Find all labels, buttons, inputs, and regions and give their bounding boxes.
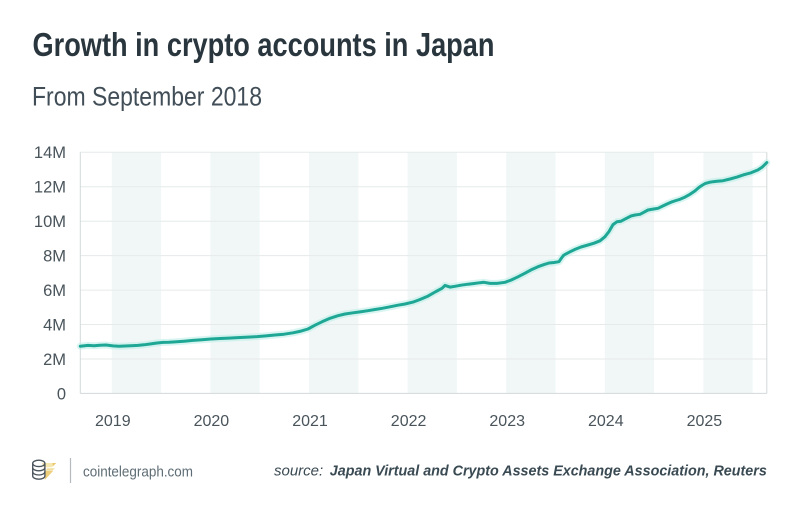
svg-text:2021: 2021 — [292, 413, 328, 430]
svg-text:10M: 10M — [34, 213, 66, 231]
svg-text:Japan Virtual and Crypto Asset: Japan Virtual and Crypto Assets Exchange… — [330, 463, 767, 480]
svg-text:From September 2018: From September 2018 — [32, 81, 262, 111]
svg-text:8M: 8M — [43, 248, 66, 266]
svg-text:6M: 6M — [43, 282, 66, 300]
svg-text:0: 0 — [57, 385, 66, 403]
svg-text:14M: 14M — [34, 144, 66, 162]
svg-text:12M: 12M — [34, 179, 66, 197]
svg-text:2020: 2020 — [194, 413, 230, 430]
svg-text:source:: source: — [274, 463, 323, 480]
svg-text:4M: 4M — [43, 316, 66, 334]
svg-text:cointelegraph.com: cointelegraph.com — [83, 465, 193, 481]
svg-text:2024: 2024 — [588, 413, 624, 430]
svg-text:2023: 2023 — [489, 413, 525, 430]
svg-text:2M: 2M — [43, 351, 66, 369]
svg-text:Growth in crypto accounts in J: Growth in crypto accounts in Japan — [33, 26, 495, 63]
svg-text:2019: 2019 — [95, 413, 131, 430]
svg-text:2022: 2022 — [391, 413, 427, 430]
svg-text:2025: 2025 — [687, 413, 723, 430]
